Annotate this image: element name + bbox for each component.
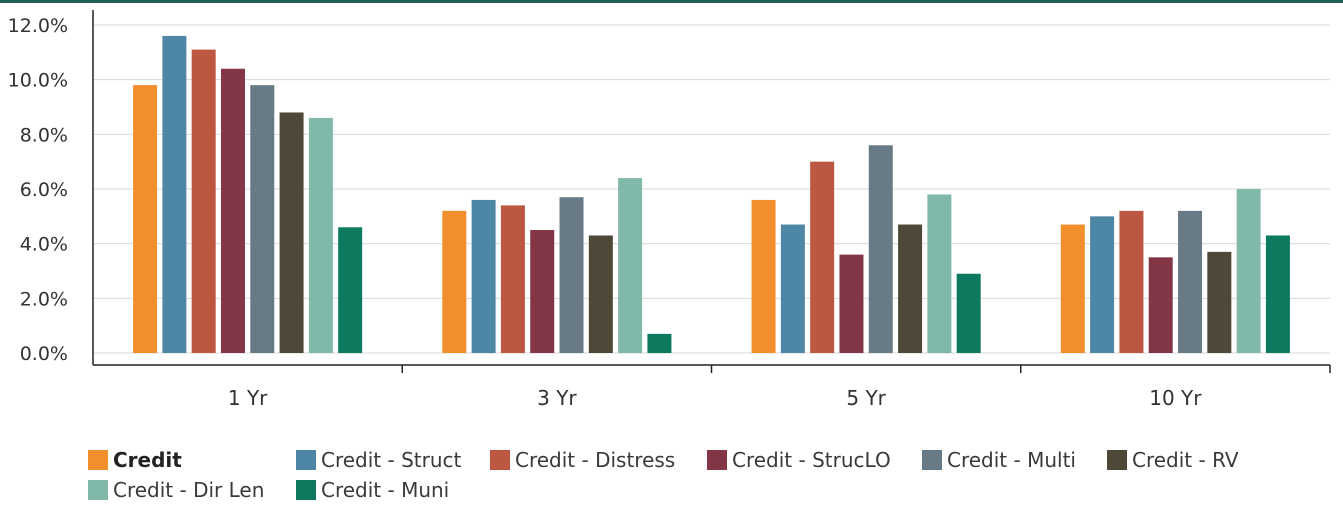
bar xyxy=(618,178,643,353)
bar xyxy=(1119,210,1144,353)
bar xyxy=(191,49,216,353)
bar xyxy=(133,85,158,353)
bar xyxy=(279,112,304,353)
legend-label: Credit - Muni xyxy=(321,478,450,502)
legend-swatch xyxy=(296,480,316,500)
legend-label: Credit xyxy=(113,448,182,472)
bar xyxy=(588,235,613,353)
y-tick-label: 8.0% xyxy=(20,124,68,146)
legend-item: Credit - Dir Len xyxy=(88,476,264,504)
bar xyxy=(868,145,893,353)
bar xyxy=(471,199,496,353)
bar xyxy=(442,210,467,353)
legend-item: Credit xyxy=(88,446,182,474)
bar xyxy=(1060,224,1085,353)
bar xyxy=(751,199,776,353)
y-tick-label: 0.0% xyxy=(20,343,68,365)
legend-swatch xyxy=(296,450,316,470)
bar xyxy=(250,85,275,353)
bar xyxy=(956,273,981,353)
legend-label: Credit - Dir Len xyxy=(113,478,265,502)
x-tick-label: 1 Yr xyxy=(228,386,268,410)
legend-swatch xyxy=(88,480,108,500)
legend-label: Credit - Multi xyxy=(947,448,1076,472)
legend-swatch xyxy=(707,450,727,470)
bar xyxy=(1178,210,1203,353)
bar xyxy=(500,205,525,353)
legend-swatch xyxy=(490,450,510,470)
y-tick-label: 2.0% xyxy=(20,288,68,310)
legend-label: Credit - Distress xyxy=(515,448,676,472)
bar xyxy=(780,224,805,353)
bar xyxy=(559,197,584,353)
legend-label: Credit - Struct xyxy=(321,448,462,472)
bar xyxy=(1090,216,1115,353)
bar xyxy=(220,68,245,353)
bar xyxy=(308,117,333,353)
y-tick-label: 4.0% xyxy=(20,234,68,256)
bar xyxy=(810,161,835,353)
bar xyxy=(927,194,952,353)
legend-item: Credit - Multi xyxy=(922,446,1076,474)
legend-item: Credit - StrucLO xyxy=(707,446,891,474)
y-tick-label: 10.0% xyxy=(8,70,68,92)
bar xyxy=(1265,235,1290,353)
bar xyxy=(530,230,555,353)
bar xyxy=(338,227,363,353)
y-tick-label: 12.0% xyxy=(8,15,68,37)
bar xyxy=(839,254,864,353)
bar xyxy=(1236,189,1261,353)
bar-chart: 0.0% 2.0% 4.0% 6.0% 8.0% 10.0% 12.0% 1 Yr 3 Yr 5 … xyxy=(8,10,1331,410)
legend-item: Credit - Distress xyxy=(490,446,675,474)
x-tick-label: 5 Yr xyxy=(846,386,886,410)
bar xyxy=(162,35,187,353)
y-tick-label: 6.0% xyxy=(20,179,68,201)
legend-label: Credit - StrucLO xyxy=(732,448,891,472)
legend-item: Credit - RV xyxy=(1107,446,1239,474)
legend-item: Credit - Struct xyxy=(296,446,461,474)
legend-swatch xyxy=(922,450,942,470)
bar xyxy=(898,224,923,353)
bar xyxy=(647,333,672,353)
top-rule xyxy=(0,0,1343,3)
bar xyxy=(1148,257,1173,353)
bar xyxy=(1207,251,1232,353)
legend-item: Credit - Muni xyxy=(296,476,449,504)
x-tick-label: 3 Yr xyxy=(537,386,577,410)
x-tick-label: 10 Yr xyxy=(1149,386,1202,410)
legend-swatch xyxy=(1107,450,1127,470)
legend-swatch xyxy=(88,450,108,470)
legend-label: Credit - RV xyxy=(1132,448,1239,472)
